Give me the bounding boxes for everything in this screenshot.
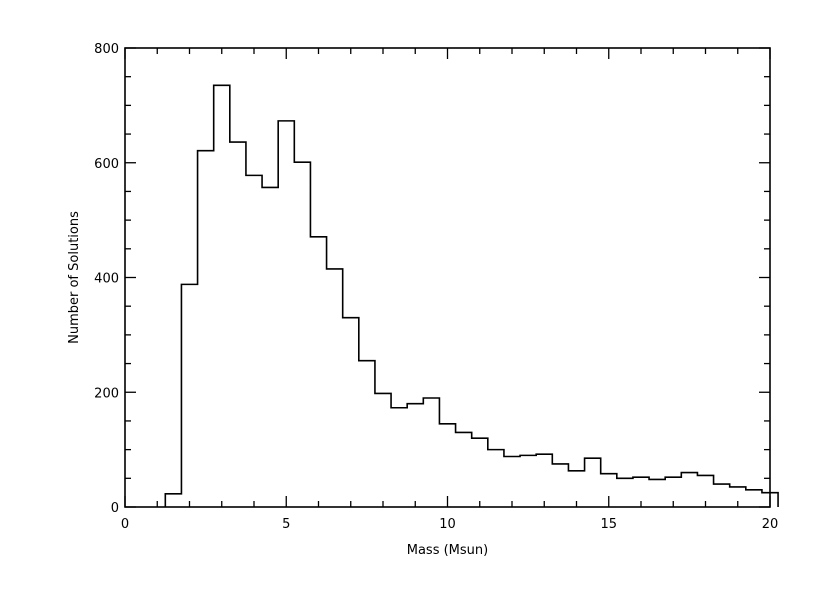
histogram-bin — [181, 284, 197, 507]
histogram-bin — [262, 187, 278, 507]
plot-frame — [124, 47, 771, 508]
histogram-bin — [391, 408, 407, 507]
y-tick-label: 400 — [94, 272, 119, 287]
histogram-bins — [165, 85, 778, 507]
x-tick-label: 0 — [121, 517, 129, 532]
histogram-bin — [423, 398, 439, 507]
x-axis-title: Mass (Msun) — [407, 543, 488, 558]
histogram-bin — [214, 85, 230, 507]
histogram-bin — [294, 162, 310, 507]
histogram-bin — [552, 464, 568, 507]
y-axis-title: Number of Solutions — [67, 211, 82, 344]
histogram-bin — [568, 471, 584, 507]
histogram-bin — [601, 474, 617, 507]
histogram-bin — [165, 494, 181, 507]
histogram-bin — [730, 487, 746, 507]
y-tick-label: 0 — [111, 501, 119, 516]
x-tick-label: 15 — [600, 517, 617, 532]
histogram-bin — [359, 361, 375, 507]
histogram-bin — [246, 175, 262, 507]
histogram-bin — [343, 318, 359, 507]
y-tick-labels: 0 200 400 600 800 — [94, 42, 119, 516]
histogram-bin — [198, 151, 214, 507]
histogram-bin — [697, 475, 713, 507]
histogram-bin — [504, 457, 520, 507]
histogram-bin — [714, 484, 730, 507]
histogram-bin — [472, 438, 488, 507]
histogram-bin — [439, 424, 455, 507]
histogram-bin — [681, 473, 697, 507]
y-tick-label: 600 — [94, 157, 119, 172]
histogram-bin — [488, 450, 504, 507]
histogram-bin — [520, 455, 536, 507]
histogram-bin — [327, 269, 343, 507]
histogram-bin — [456, 432, 472, 507]
y-tick-label: 200 — [94, 386, 119, 401]
histogram-bin — [536, 454, 552, 507]
histogram-bin — [649, 479, 665, 507]
histogram-bin — [746, 490, 762, 507]
histogram-bin — [375, 393, 391, 507]
histogram-step-line — [164, 84, 779, 507]
histogram-bin — [278, 121, 294, 507]
x-tick-labels: 0 5 10 15 20 — [121, 517, 778, 532]
histogram-bin — [633, 477, 649, 507]
histogram-bin — [310, 237, 326, 507]
minor-ticks — [125, 48, 770, 507]
x-tick-label: 10 — [439, 517, 456, 532]
histogram-bin — [230, 142, 246, 507]
histogram-bin — [617, 478, 633, 507]
histogram-bin — [665, 477, 681, 507]
y-tick-label: 800 — [94, 42, 119, 57]
x-tick-label: 20 — [762, 517, 779, 532]
histogram-bin — [407, 404, 423, 507]
histogram-bin — [585, 458, 601, 507]
x-tick-label: 5 — [282, 517, 290, 532]
